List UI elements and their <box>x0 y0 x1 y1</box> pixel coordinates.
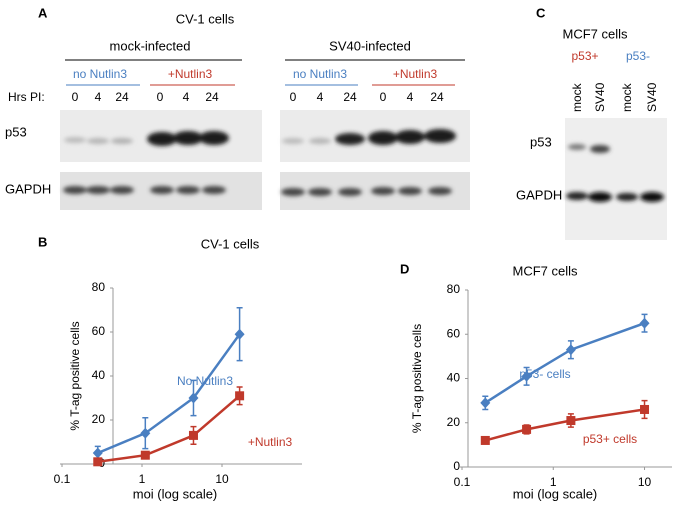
treatment-label: p53+ <box>571 49 598 63</box>
treatment-label: +Nutlin3 <box>168 67 213 81</box>
treatment-label: +Nutlin3 <box>393 67 438 81</box>
blot <box>565 118 667 240</box>
series-label: p53- cells <box>519 367 570 381</box>
marker <box>565 344 576 356</box>
panel-letter: A <box>38 5 48 20</box>
marker <box>92 447 103 459</box>
lane-header: Hrs PI: <box>8 90 45 104</box>
panel-letter: D <box>400 261 409 276</box>
marker <box>188 430 198 440</box>
bands <box>63 129 456 196</box>
panel-letter: B <box>38 234 47 249</box>
marker <box>93 457 103 467</box>
marker <box>521 370 532 382</box>
line <box>97 394 241 464</box>
lane-label: 0 <box>380 90 387 104</box>
lane-label: mock <box>570 82 584 112</box>
charts: B CV-1 cells % T-ag positive cells moi (log… <box>38 234 672 501</box>
lane-label: mock <box>620 82 634 112</box>
y-axis-label: % T-ag positive cells <box>68 321 82 430</box>
y-tick-label: 20 <box>447 415 461 429</box>
y-tick-label: 60 <box>92 324 106 338</box>
marker <box>188 392 199 404</box>
marker <box>522 424 532 434</box>
blot-title: MCF7 cells <box>562 26 628 41</box>
lane-label: 24 <box>343 90 357 104</box>
marker <box>566 416 576 426</box>
line <box>484 322 645 404</box>
row-label: p53 <box>5 124 27 139</box>
x-tick-label: 0.1 <box>454 475 471 489</box>
x-tick-label: 10 <box>215 472 229 486</box>
marker <box>640 404 650 414</box>
lane-labels: mock SV40 mock SV40 <box>570 82 659 112</box>
panel-letter: C <box>536 5 546 20</box>
series-label: +Nutlin3 <box>248 435 293 449</box>
row-label: p53 <box>530 134 552 149</box>
lane-label: 4 <box>407 90 414 104</box>
series-label: No Nutlin3 <box>177 374 233 388</box>
treatment-label: no Nutlin3 <box>73 67 127 81</box>
y-tick-label: 40 <box>447 371 461 385</box>
marker <box>140 450 150 460</box>
y-tick-label: 40 <box>92 368 106 382</box>
marker <box>639 317 650 329</box>
lane-label: 4 <box>317 90 324 104</box>
marker <box>140 427 151 439</box>
marker <box>480 397 491 409</box>
marker <box>235 391 245 401</box>
x-tick-label: 10 <box>638 475 652 489</box>
group-label: SV40-infected <box>329 38 411 53</box>
x-axis-label: moi (log scale) <box>513 486 598 501</box>
lane-label: 0 <box>72 90 79 104</box>
treatment-label: p53- <box>626 49 650 63</box>
y-tick-label: 80 <box>92 280 106 294</box>
lane-label: 0 <box>157 90 164 104</box>
line <box>484 408 645 442</box>
group-label: mock-infected <box>110 38 191 53</box>
x-tick-label: 1 <box>550 475 557 489</box>
y-tick-label: 60 <box>447 326 461 340</box>
marker <box>234 328 245 340</box>
lane-label: 24 <box>430 90 444 104</box>
row-label: GAPDH <box>516 187 562 202</box>
y-tick-label: 80 <box>447 282 461 296</box>
y-tick-label: 0 <box>453 459 460 473</box>
series-label: p53+ cells <box>583 432 637 446</box>
lane-label: SV40 <box>645 82 659 112</box>
bands <box>566 144 664 202</box>
chart-title: MCF7 cells <box>512 263 578 278</box>
lane-label: 4 <box>95 90 102 104</box>
y-axis-label: % T-ag positive cells <box>410 324 424 433</box>
lane-label: SV40 <box>593 82 607 112</box>
lane-label: 0 <box>290 90 297 104</box>
row-label: GAPDH <box>5 181 51 196</box>
treatment-label: no Nutlin3 <box>293 67 347 81</box>
chart-title: CV-1 cells <box>201 236 260 251</box>
lane-label: 24 <box>115 90 129 104</box>
x-tick-label: 0.1 <box>54 472 71 486</box>
lane-labels: 0 4 24 0 4 24 0 4 24 0 4 24 <box>72 90 444 104</box>
y-tick-label: 20 <box>92 412 106 426</box>
blot-title: CV-1 cells <box>176 11 235 26</box>
marker <box>480 435 490 445</box>
line <box>97 333 241 455</box>
x-axis-label: moi (log scale) <box>133 486 218 501</box>
lane-label: 24 <box>205 90 219 104</box>
lane-label: 4 <box>183 90 190 104</box>
x-tick-label: 1 <box>139 472 146 486</box>
